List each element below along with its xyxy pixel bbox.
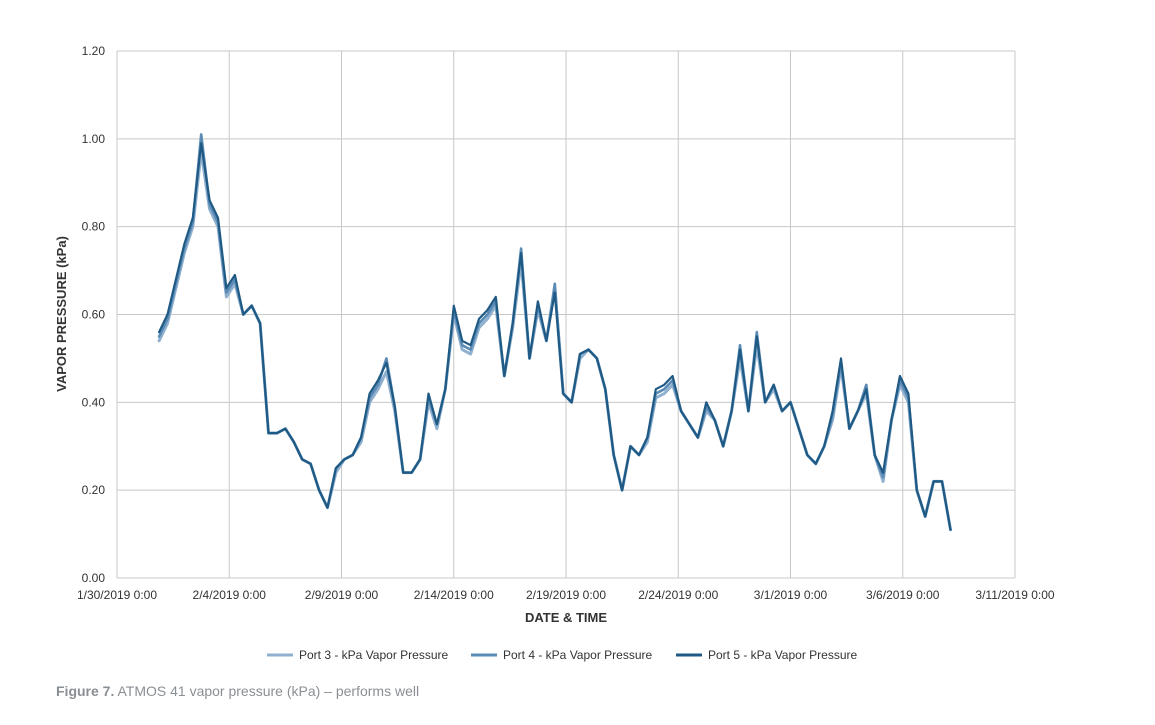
figure-caption-label: Figure 7. [56,683,115,699]
chart-legend: Port 3 - kPa Vapor Pressure Port 4 - kPa … [267,648,858,662]
x-tick-label: 1/30/2019 0:00 [77,588,157,602]
series-line-port-5 [158,142,952,531]
x-tick-label: 2/14/2019 0:00 [414,588,494,602]
y-tick-label: 1.20 [82,44,106,58]
legend-label: Port 3 - kPa Vapor Pressure [299,648,449,662]
chart-series-lines [157,133,952,532]
y-tick-label: 0.60 [82,308,106,322]
y-tick-label: 0.00 [82,571,106,585]
x-tick-label: 3/11/2019 0:00 [975,588,1055,602]
figure-caption: Figure 7. ATMOS 41 vapor pressure (kPa) … [56,683,419,699]
y-tick-label: 0.80 [82,220,106,234]
x-tick-label: 3/6/2019 0:00 [866,588,940,602]
y-tick-label: 0.40 [82,395,106,409]
x-tick-label: 2/4/2019 0:00 [193,588,267,602]
y-tick-label: 1.00 [82,132,106,146]
y-axis-ticks: 0.00 0.20 0.40 0.60 0.80 1.00 1.20 [82,44,106,585]
x-tick-label: 2/19/2019 0:00 [526,588,606,602]
x-tick-label: 3/1/2019 0:00 [754,588,828,602]
x-axis-title: DATE & TIME [525,610,607,625]
figure-caption-text: ATMOS 41 vapor pressure (kPa) – performs… [114,683,420,699]
legend-label: Port 5 - kPa Vapor Pressure [708,648,858,662]
series-line-port-4 [157,133,952,532]
series-line-port-3 [157,150,952,532]
y-axis-title: VAPOR PRESSURE (kPa) [54,236,69,392]
x-axis-ticks: 1/30/2019 0:00 2/4/2019 0:00 2/9/2019 0:00… [77,588,1055,602]
chart-gridlines [116,50,1016,579]
x-tick-label: 2/9/2019 0:00 [305,588,379,602]
legend-label: Port 4 - kPa Vapor Pressure [503,648,653,662]
y-tick-label: 0.20 [82,483,106,497]
x-tick-label: 2/24/2019 0:00 [638,588,718,602]
